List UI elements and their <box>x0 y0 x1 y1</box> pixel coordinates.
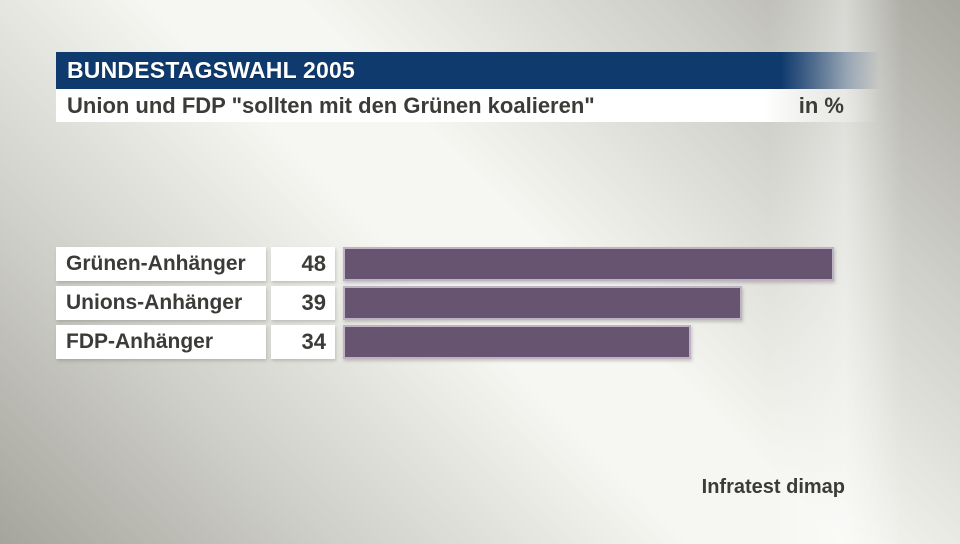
chart-row: FDP-Anhänger 34 <box>56 325 834 359</box>
row-label: Grünen-Anhänger <box>56 247 266 281</box>
header-title-bar: BUNDESTAGSWAHL 2005 <box>56 52 880 89</box>
page-title: BUNDESTAGSWAHL 2005 <box>67 57 355 83</box>
chart-rows: Grünen-Anhänger 48 Unions-Anhänger 39 FD… <box>56 247 834 364</box>
row-value: 34 <box>271 325 335 359</box>
unit-label: in % <box>798 93 844 118</box>
row-label: FDP-Anhänger <box>56 325 266 359</box>
chart-row: Grünen-Anhänger 48 <box>56 247 834 281</box>
row-value: 39 <box>271 286 335 320</box>
chart-subtitle: Union und FDP "sollten mit den Grünen ko… <box>67 92 595 118</box>
row-value: 48 <box>271 247 335 281</box>
row-bar <box>343 286 742 320</box>
row-bar <box>343 247 834 281</box>
row-bar <box>343 325 691 359</box>
chart-row: Unions-Anhänger 39 <box>56 286 834 320</box>
source-credit: Infratest dimap <box>701 476 845 498</box>
row-label: Unions-Anhänger <box>56 286 266 320</box>
header-subtitle-bar: Union und FDP "sollten mit den Grünen ko… <box>56 89 880 122</box>
